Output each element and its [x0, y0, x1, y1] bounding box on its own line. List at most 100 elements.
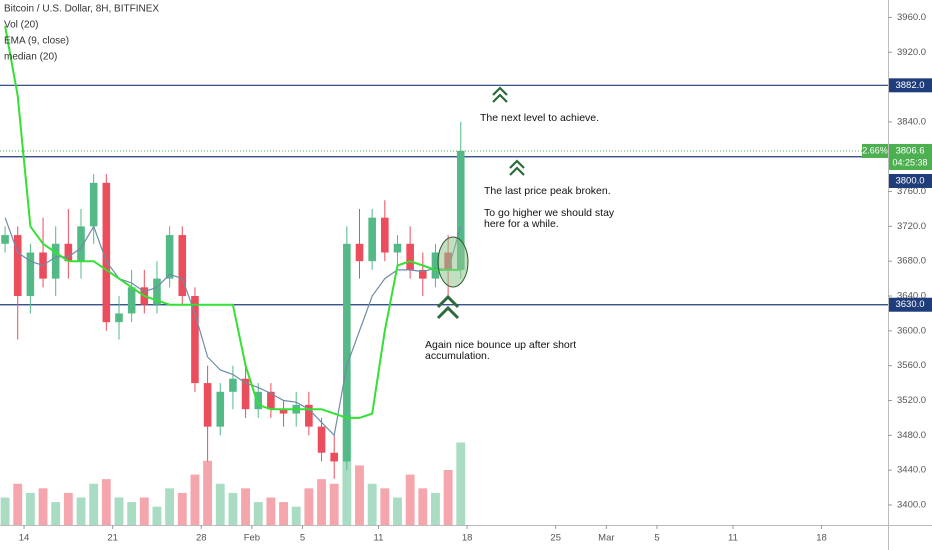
candle-body — [418, 269, 427, 279]
y-tick-label: 3480.0 — [897, 430, 926, 441]
volume-bar — [456, 442, 466, 525]
annotation: The next level to achieve. — [480, 112, 599, 124]
level-label: 3630.0 — [895, 299, 924, 310]
y-tick-label: 3760.0 — [897, 186, 926, 197]
volume-bar — [317, 479, 326, 525]
candle-body — [26, 252, 35, 297]
volume-bar — [418, 488, 428, 525]
level-label: 3882.0 — [895, 80, 924, 91]
indicator-label: Vol (20) — [4, 19, 38, 30]
candle-body — [229, 378, 237, 392]
volume-bar — [127, 502, 137, 525]
x-tick-label: 21 — [107, 533, 118, 544]
candle-body — [406, 243, 414, 270]
candle-body — [355, 243, 364, 262]
volume-bar — [393, 497, 402, 525]
price-label: 3806.6 — [895, 145, 924, 156]
y-tick-label: 3960.0 — [897, 12, 926, 23]
x-tick-label: 5 — [654, 533, 659, 544]
candle-body — [267, 391, 275, 410]
candle-body — [64, 243, 73, 262]
level-tag — [889, 297, 932, 312]
candle-body — [77, 226, 85, 262]
x-tick-label: 28 — [196, 533, 207, 544]
volume-bar — [241, 488, 251, 525]
indicator-label: median (20) — [4, 51, 57, 62]
x-tick-label: 11 — [728, 533, 738, 544]
volume-bar — [89, 483, 99, 525]
candle-body — [254, 391, 263, 410]
y-tick-label: 3640.0 — [897, 291, 926, 302]
countdown: 04:25:38 — [892, 157, 927, 167]
volume-bar — [38, 488, 48, 525]
volume-bar — [76, 497, 86, 525]
annotation: To go higher we should stay — [484, 207, 615, 219]
annotation: accumulation. — [425, 350, 490, 362]
candle-body — [279, 409, 288, 414]
level-tag — [889, 173, 932, 188]
x-tick-label: 18 — [462, 533, 473, 544]
candle-body — [216, 391, 225, 427]
ema-line — [4, 217, 462, 437]
volume-bar — [165, 488, 175, 525]
x-tick-label: 14 — [19, 533, 30, 544]
volume-bar — [253, 502, 263, 525]
volume-bar — [367, 483, 377, 525]
candle-body — [343, 243, 351, 462]
volume-bar — [25, 492, 35, 525]
annotation: here for a while. — [484, 218, 559, 230]
y-tick-label: 3840.0 — [897, 116, 926, 127]
volume-bar — [177, 492, 187, 525]
x-tick-label: 5 — [300, 533, 305, 544]
volume-bar — [139, 497, 149, 525]
volume-bar — [279, 502, 288, 525]
y-tick-label: 3600.0 — [897, 325, 926, 336]
volume-bar — [405, 474, 415, 525]
x-tick-label: 11 — [374, 533, 384, 544]
y-tick-label: 3720.0 — [897, 221, 926, 232]
marks — [0, 25, 888, 525]
volume-bar — [266, 497, 276, 525]
y-tick-label: 3560.0 — [897, 360, 926, 371]
candle-body — [1, 235, 9, 244]
volume-bar — [431, 492, 440, 525]
accumulation-ellipse — [437, 236, 469, 288]
candle-body — [102, 182, 111, 323]
candle-body — [393, 243, 402, 253]
volume-bar — [355, 465, 364, 525]
y-tick-label: 3520.0 — [897, 395, 926, 406]
candle-body — [381, 217, 389, 253]
volume-bar — [380, 488, 390, 525]
candle-body — [317, 426, 326, 453]
chevron — [492, 86, 508, 103]
candle-body — [241, 378, 250, 410]
candle-body — [153, 278, 161, 305]
volume-bar — [63, 492, 73, 525]
volume-bar — [443, 470, 453, 525]
volume-bar — [329, 483, 339, 525]
volume-bar — [203, 460, 213, 525]
annotation: The last price peak broken. — [484, 185, 611, 197]
drawings — [436, 86, 525, 320]
volume-bar — [215, 483, 225, 525]
x-tick-label: 18 — [816, 533, 827, 544]
y-tick-label: 3440.0 — [897, 465, 926, 476]
y-tick-label: 3920.0 — [897, 47, 926, 58]
candle-body — [191, 296, 199, 384]
candle-body — [431, 252, 440, 279]
volume-bar — [228, 492, 238, 525]
median-line — [4, 25, 461, 419]
x-tick-label: Feb — [244, 533, 260, 544]
candle-body — [115, 313, 123, 323]
candle-body — [127, 287, 136, 314]
chevron — [436, 294, 460, 320]
price-tag — [889, 143, 932, 170]
price-change-tag — [862, 143, 888, 158]
chevron — [509, 159, 525, 176]
y-tick-label: 3400.0 — [897, 499, 926, 510]
candle-body — [330, 452, 338, 462]
candle-body — [456, 150, 465, 270]
candle-body — [178, 235, 187, 297]
candle-body — [203, 383, 212, 427]
level-tag — [889, 78, 932, 93]
